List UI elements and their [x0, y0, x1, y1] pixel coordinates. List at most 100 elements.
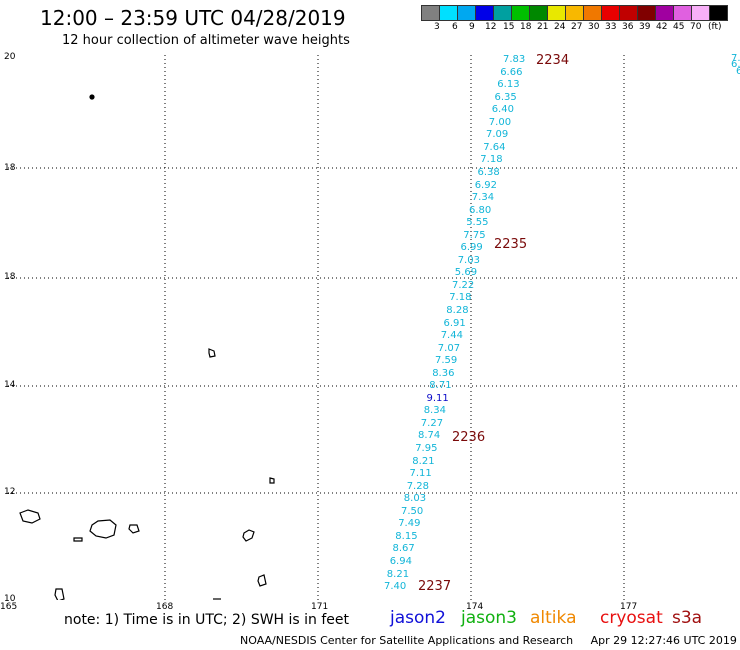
legend-swatch — [710, 5, 728, 21]
legend-swatch — [548, 5, 566, 21]
wave-height-value: 9.11 — [426, 392, 449, 404]
track-time-label: 2237 — [418, 579, 452, 594]
wave-height-value: 8.28 — [446, 305, 469, 316]
wave-height-value: 7.18 — [449, 292, 472, 304]
latitude-label: 20 — [4, 52, 16, 62]
wave-height-value: 8.03 — [403, 493, 427, 505]
latitude-label: 10 — [4, 594, 16, 604]
island — [242, 529, 255, 542]
latitude-label: 14 — [4, 380, 16, 390]
island — [257, 574, 267, 587]
footer-credit: NOAA/NESDIS Center for Satellite Applica… — [240, 634, 737, 647]
satellite-jason2: jason2 — [390, 608, 446, 628]
wave-height-value: 7.03 — [457, 254, 480, 266]
wave-height-value: 8.36 — [432, 367, 455, 379]
wave-height-value: 6.92 — [474, 179, 497, 191]
chart-title: 12:00 – 23:59 UTC 04/28/2019 — [40, 6, 346, 30]
legend-label: 24 — [554, 22, 566, 32]
wave-height-value: 7.83 — [503, 54, 526, 65]
legend-label: 36 — [622, 22, 634, 32]
wave-height-value: 6.13 — [497, 79, 520, 91]
wave-height-value: 7.18 — [480, 154, 503, 166]
island — [128, 524, 140, 534]
wave-height-value: 8.71 — [429, 380, 452, 392]
longitude-label: 177 — [620, 602, 638, 612]
island — [208, 348, 216, 358]
wave-height-value: 7.28 — [406, 480, 429, 492]
satellite-cryosat: cryosat — [600, 608, 663, 628]
track-time-label: 2234 — [536, 53, 570, 68]
legend-label: 45 — [673, 22, 685, 32]
track-time-label: 2235 — [494, 237, 528, 252]
wave-height-value: 8.15 — [395, 530, 418, 542]
color-legend — [421, 5, 728, 21]
island — [19, 509, 41, 524]
legend-label: 27 — [571, 22, 583, 32]
wave-height-map — [8, 55, 740, 600]
longitude-label: 168 — [156, 602, 174, 612]
legend-swatch — [620, 5, 638, 21]
chart-subtitle: 12 hour collection of altimeter wave hei… — [62, 33, 350, 48]
legend-swatch — [530, 5, 548, 21]
legend-label: 15 — [503, 22, 515, 32]
wave-height-value: 6.66 — [500, 66, 523, 78]
legend-label: 70 — [690, 22, 702, 32]
legend-swatch — [512, 5, 530, 21]
island — [73, 537, 83, 542]
wave-height-value: 8.74 — [418, 430, 441, 442]
legend-label: (ft) — [708, 22, 722, 32]
wave-height-value: 7.59 — [435, 355, 458, 367]
wave-height-value: 6.80 — [469, 204, 492, 216]
legend-swatch — [674, 5, 692, 21]
wave-height-value: 7.50 — [401, 505, 424, 517]
wave-height-value: 7.11 — [409, 468, 432, 480]
wave-height-value: 7.00 — [488, 116, 512, 128]
legend-label: 12 — [485, 22, 497, 32]
wave-height-value: 6.91 — [443, 317, 466, 329]
wave-height-value: 7.27 — [420, 417, 444, 429]
island — [269, 477, 275, 484]
legend-label: 30 — [588, 22, 600, 32]
grid-lines — [8, 55, 740, 600]
longitude-label: 174 — [466, 602, 484, 612]
legend-label: 39 — [639, 22, 651, 32]
track-time-label: 2236 — [452, 430, 486, 445]
satellite-altika: altika — [530, 608, 577, 628]
wave-height-value: 6.40 — [491, 104, 514, 116]
wave-height-value: 8.67 — [392, 543, 415, 555]
legend-swatch — [421, 5, 440, 21]
edge-wave-value: 6 — [736, 66, 740, 77]
legend-swatch — [566, 5, 584, 21]
wave-height-value: 6.35 — [494, 91, 517, 103]
legend-swatch — [584, 5, 602, 21]
islands — [19, 94, 275, 600]
wave-height-value: 7.07 — [437, 342, 461, 354]
latitude-label: 18 — [4, 163, 16, 173]
legend-swatch — [638, 5, 656, 21]
legend-swatch — [458, 5, 476, 21]
wave-height-value: 7.95 — [415, 443, 438, 454]
legend-swatch — [656, 5, 674, 21]
wave-height-value: 7.34 — [471, 192, 495, 203]
legend-label: 33 — [605, 22, 617, 32]
wave-height-value: 7.09 — [486, 129, 509, 141]
edge-wave-value: 6. — [731, 59, 740, 70]
legend-label: 9 — [469, 22, 475, 32]
legend-label: 6 — [452, 22, 458, 32]
island-dot — [89, 94, 95, 100]
wave-height-value: 8.21 — [412, 455, 435, 467]
wave-height-value: 7.75 — [463, 229, 486, 241]
wave-height-value: 7.40 — [384, 581, 407, 592]
legend-label: 42 — [656, 22, 668, 32]
wave-height-value: 7.64 — [483, 141, 506, 153]
legend-label: 18 — [520, 22, 532, 32]
wave-height-value: 8.34 — [423, 405, 446, 417]
legend-swatch — [602, 5, 620, 21]
longitude-label: 165 — [0, 602, 18, 612]
wave-height-value: 7.49 — [398, 518, 421, 530]
note-text: note: 1) Time is in UTC; 2) SWH is in fe… — [64, 612, 350, 628]
latitude-label: 12 — [4, 487, 16, 497]
wave-height-value: 5.55 — [466, 217, 489, 229]
latitude-label: 18 — [4, 272, 16, 282]
legend-swatch — [440, 5, 458, 21]
